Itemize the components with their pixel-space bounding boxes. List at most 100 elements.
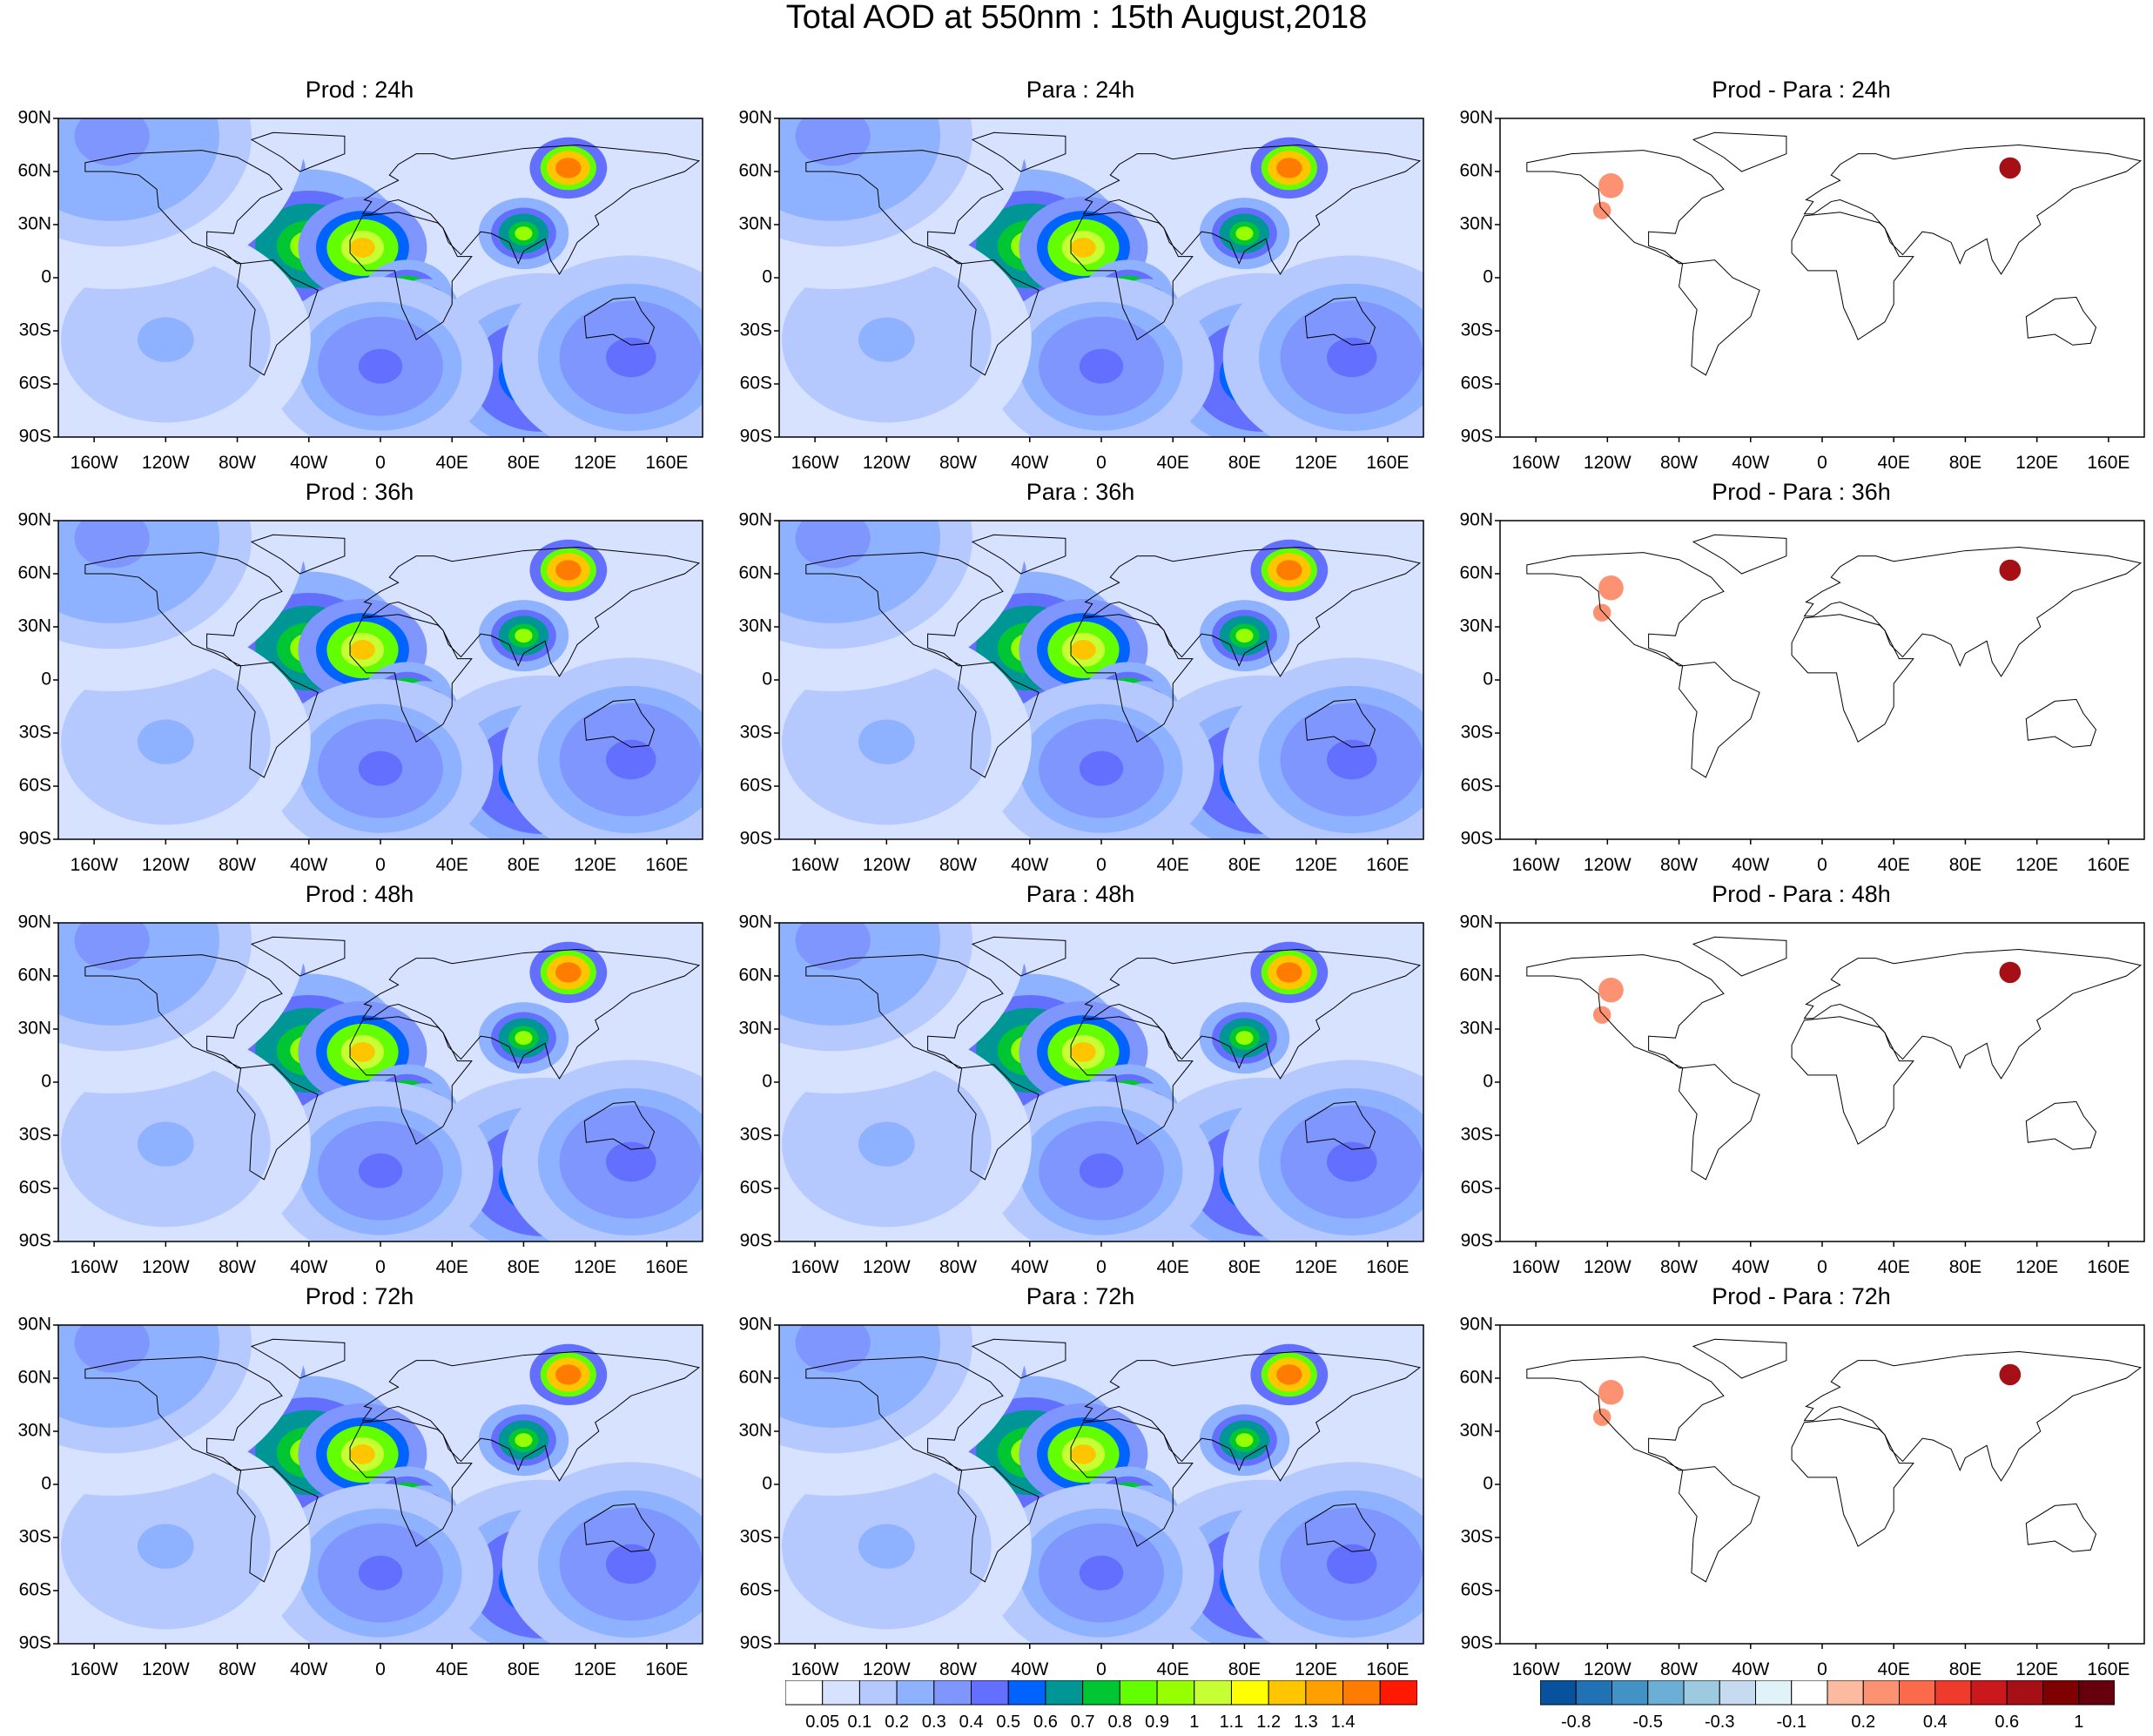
lat-tick-label: 0: [1483, 1072, 1493, 1092]
colorbar-label: 0.2: [885, 1712, 909, 1732]
coastline: [250, 131, 346, 172]
lon-tick-label: 160E: [645, 1659, 688, 1679]
lon-tick-label: 80W: [939, 1659, 977, 1679]
coastline: [361, 1350, 701, 1482]
lon-tick-label: 120E: [1295, 1659, 1337, 1679]
lon-tick-label: 80W: [939, 855, 977, 875]
aod-plume: [858, 317, 915, 362]
colorbar-label: -0.8: [1561, 1712, 1591, 1732]
aod-plume: [1079, 750, 1124, 786]
lat-tick-label: 30N: [1459, 1019, 1493, 1039]
coastline: [1070, 1418, 1194, 1547]
lon-tick-label: 160W: [1512, 1257, 1560, 1277]
colorbar-swatch: [1045, 1680, 1084, 1706]
lon-tick-label: 0: [1096, 453, 1107, 473]
colorbar-label: 0.2: [1851, 1712, 1875, 1732]
aod-plume: [561, 966, 576, 979]
lat-tick-label: 30S: [19, 1527, 51, 1547]
lat-tick-label: 90S: [19, 829, 51, 849]
coastline: [1526, 954, 1725, 1069]
lat-tick-label: 60S: [740, 373, 772, 394]
aod-plume: [1235, 226, 1254, 241]
lat-tick-label: 0: [1483, 1474, 1493, 1494]
map-plot: 90N 60N 30N 0 30S 60S 90S 160W 120W 80W 40W 0 40E 80E…: [17, 510, 703, 875]
lat-tick-label: 60S: [1461, 776, 1493, 796]
lon-tick-label: 80E: [1949, 1659, 1981, 1679]
lon-tick-label: 120W: [142, 855, 190, 875]
lat-tick-label: 0: [762, 1072, 772, 1092]
lon-tick-label: 80E: [1228, 1659, 1261, 1679]
aod-plume: [858, 719, 915, 764]
colorbar-swatch: [2006, 1680, 2043, 1706]
lat-tick-label: 30N: [738, 1421, 772, 1441]
coastline: [349, 1016, 473, 1145]
colorbar-swatch: [1082, 1680, 1120, 1706]
coastline: [237, 259, 319, 376]
lon-tick-label: 80W: [1660, 1257, 1698, 1277]
map-background: [1500, 118, 2144, 437]
coastline: [361, 144, 701, 275]
map-plot: 90N 60N 30N 0 30S 60S 90S 160W 120W 80W 40W 0 40E 80E…: [1459, 108, 2145, 473]
lat-tick-label: 60S: [740, 1580, 772, 1600]
lon-tick-label: 160E: [2087, 453, 2129, 473]
panel-title: Prod - Para : 36h: [1712, 479, 1891, 505]
coastline: [361, 546, 701, 677]
lon-tick-label: 120W: [142, 453, 190, 473]
aod-plume: [358, 1555, 403, 1591]
lon-tick-label: 80E: [1949, 1257, 1981, 1277]
lon-tick-label: 40W: [1011, 1257, 1048, 1277]
aod-plume: [1079, 1555, 1124, 1591]
colorbar-swatch: [1119, 1680, 1158, 1706]
lon-tick-label: 160W: [791, 1257, 839, 1277]
colorbar-swatch: [1647, 1680, 1685, 1706]
lon-tick-label: 40E: [1878, 1659, 1910, 1679]
aod-plume: [606, 1141, 656, 1182]
lat-tick-label: 30S: [740, 320, 772, 340]
lat-tick-label: 90S: [740, 1633, 772, 1653]
colorbar-swatch: [1540, 1680, 1577, 1706]
coastline: [349, 614, 473, 743]
map-plot: 90N 60N 30N 0 30S 60S 90S 160W 120W 80W 40W 0 40E 80E…: [17, 108, 703, 473]
colorbar-swatch: [1268, 1680, 1307, 1706]
lat-tick-label: 30N: [1459, 1421, 1493, 1441]
colorbar-swatch: [1342, 1680, 1381, 1706]
map-plot: 90N 60N 30N 0 30S 60S 90S 160W 120W 80W 40W 0 40E 80E…: [1459, 912, 2145, 1277]
difference-spot: [1999, 1363, 2022, 1386]
lat-tick-label: 30N: [17, 214, 51, 234]
colorbar-label: 0.4: [959, 1712, 984, 1732]
colorbar-swatch: [1305, 1680, 1344, 1706]
lon-tick-label: 0: [1096, 855, 1107, 875]
lat-tick-label: 60N: [1459, 966, 1493, 986]
lon-tick-label: 40E: [1157, 855, 1189, 875]
aod-colorbar: 0.05 0.1 0.2 0.3 0.4 0.5 0.6 0.7 0.8 0.9 1 1.1 1.2 1.…: [785, 1680, 1417, 1732]
colorbar-label: 0.9: [1145, 1712, 1169, 1732]
aod-plume: [1327, 739, 1377, 780]
lon-tick-label: 80E: [1228, 1257, 1261, 1277]
lon-tick-label: 160E: [645, 453, 688, 473]
coastline: [805, 954, 1004, 1069]
lon-tick-label: 120E: [1295, 1257, 1337, 1277]
lat-tick-label: 90S: [1461, 427, 1493, 447]
panel-title: Prod : 36h: [305, 479, 414, 505]
aod-plume: [561, 162, 576, 174]
lon-tick-label: 120E: [2015, 855, 2058, 875]
colorbar-label: 1.4: [1331, 1712, 1356, 1732]
lon-tick-label: 40W: [290, 453, 327, 473]
map-background: [1500, 923, 2144, 1241]
lat-tick-label: 30S: [1461, 1527, 1493, 1547]
coastline: [1791, 212, 1914, 340]
lon-tick-label: 80E: [508, 453, 540, 473]
aod-plume: [515, 1433, 533, 1448]
lat-tick-label: 60N: [17, 966, 51, 986]
lon-tick-label: 80W: [219, 1257, 256, 1277]
colorbar-label: 0.5: [996, 1712, 1020, 1732]
lon-tick-label: 120W: [1584, 1659, 1632, 1679]
lon-tick-label: 120E: [2015, 1257, 2058, 1277]
lon-tick-label: 160E: [1366, 453, 1409, 473]
coastline: [2025, 1100, 2097, 1150]
lon-tick-label: 120E: [574, 453, 616, 473]
map-panel: Para : 36h 90N 60N 30N 0 30S 60S 90S 160W 120W 80W…: [721, 479, 1440, 879]
lat-tick-label: 90S: [19, 1231, 51, 1251]
lon-tick-label: 160W: [791, 453, 839, 473]
lat-tick-label: 90N: [17, 510, 51, 530]
